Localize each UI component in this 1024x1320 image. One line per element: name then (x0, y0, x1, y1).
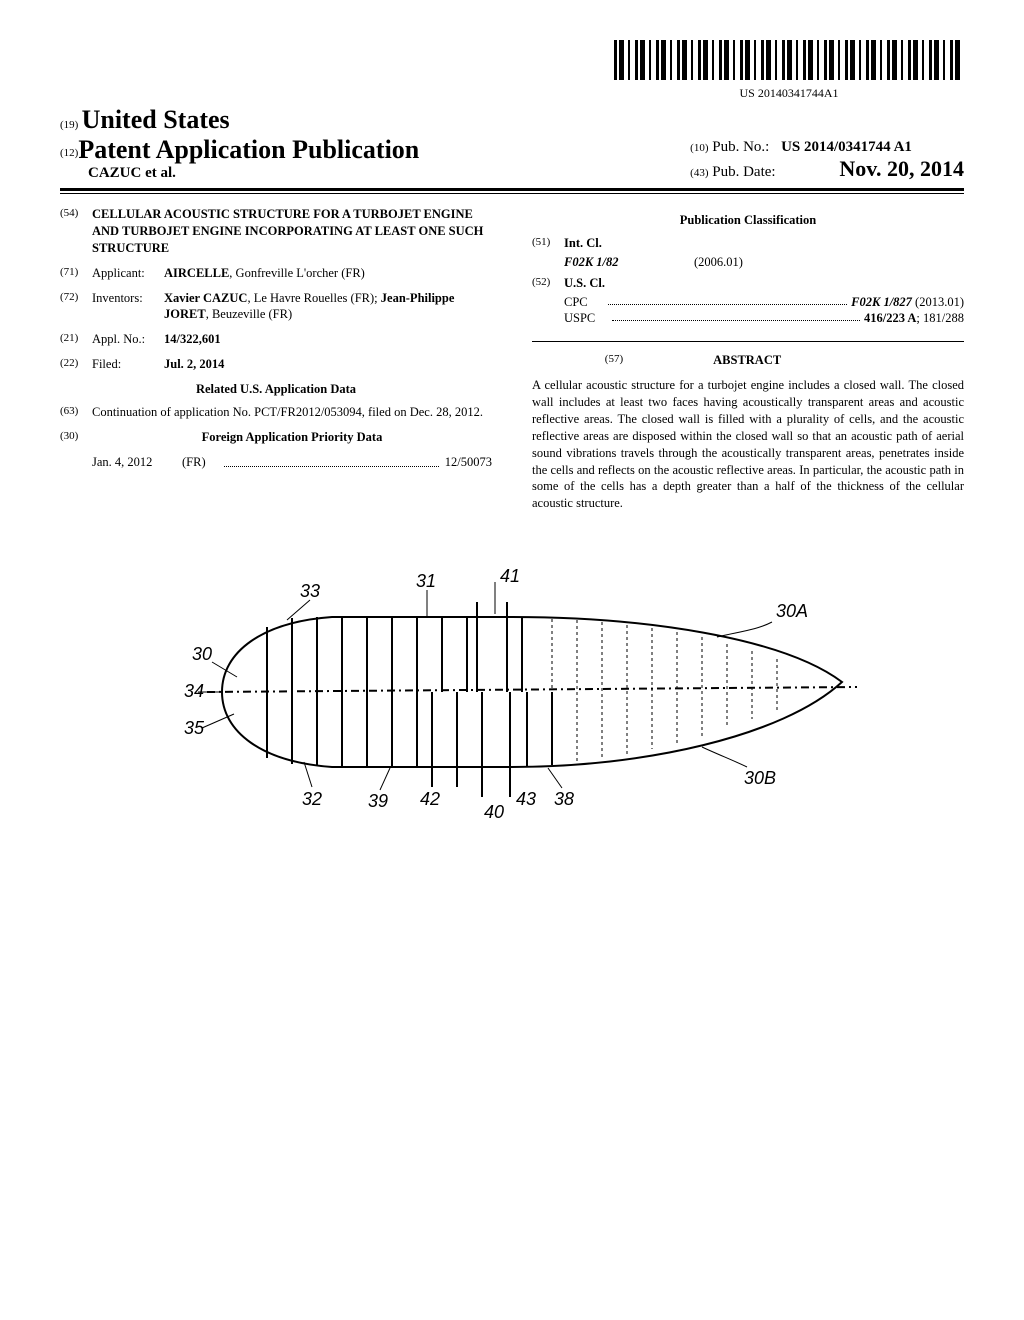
applicant-loc: , Gonfreville L'orcher (FR) (229, 266, 365, 280)
abstract-code: (57) (605, 352, 623, 369)
abstract-label: ABSTRACT (713, 352, 781, 369)
inventor-2-loc: , Beuzeville (FR) (206, 307, 292, 321)
pubdate-code: (43) (690, 167, 708, 179)
cpc-label: CPC (564, 294, 604, 311)
foreign-date: Jan. 4, 2012 (92, 454, 182, 471)
patent-figure: 30 33 34 35 31 41 32 39 42 40 43 38 30A … (60, 562, 964, 826)
barcode-icon (614, 40, 964, 80)
foreign-code: (30) (60, 429, 92, 446)
cpc-year: (2013.01) (915, 295, 964, 309)
fig-label-30a: 30A (776, 601, 808, 621)
pubdate-value: Nov. 20, 2014 (839, 156, 964, 181)
fig-label-30: 30 (192, 644, 212, 664)
applno-value: 14/322,601 (164, 331, 492, 348)
inventor-1: Xavier CAZUC (164, 291, 247, 305)
country-code: (19) (60, 119, 78, 131)
barcode-block: US 20140341744A1 (614, 40, 964, 101)
fig-label-32: 32 (302, 789, 322, 809)
intcl-code: (51) (532, 235, 564, 252)
figure-svg: 30 33 34 35 31 41 32 39 42 40 43 38 30A … (162, 562, 862, 822)
uspc-extra: ; 181/288 (916, 311, 964, 325)
applicant-label: Applicant: (92, 265, 164, 282)
foreign-app: 12/50073 (445, 454, 492, 471)
filed-value: Jul. 2, 2014 (164, 356, 492, 373)
uscl-label: U.S. Cl. (564, 275, 964, 292)
applno-code: (21) (60, 331, 92, 348)
applicant-code: (71) (60, 265, 92, 282)
fig-label-40: 40 (484, 802, 504, 822)
title-code: (54) (60, 206, 92, 257)
applicant-name: AIRCELLE (164, 266, 229, 280)
left-column: (54) CELLULAR ACOUSTIC STRUCTURE FOR A T… (60, 206, 492, 512)
right-column: Publication Classification (51) Int. Cl.… (532, 206, 964, 512)
foreign-header: Foreign Application Priority Data (92, 429, 492, 446)
fig-label-43: 43 (516, 789, 536, 809)
uspc-label: USPC (564, 310, 608, 327)
fig-label-42: 42 (420, 789, 440, 809)
intcl-year: (2006.01) (694, 254, 743, 271)
abstract-text: A cellular acoustic structure for a turb… (532, 377, 964, 512)
inventors-label: Inventors: (92, 290, 164, 324)
filed-label: Filed: (92, 356, 164, 373)
fig-label-31: 31 (416, 571, 436, 591)
pubdate-label: Pub. Date: (712, 164, 775, 180)
pubno-code: (10) (690, 142, 708, 154)
fig-label-39: 39 (368, 791, 388, 811)
authors-line: CAZUC et al. (88, 165, 427, 182)
related-header: Related U.S. Application Data (60, 381, 492, 398)
fig-label-38: 38 (554, 789, 574, 809)
filed-code: (22) (60, 356, 92, 373)
fig-label-35: 35 (184, 718, 205, 738)
country-name: United States (82, 105, 230, 134)
patent-title: CELLULAR ACOUSTIC STRUCTURE FOR A TURBOJ… (92, 206, 492, 257)
barcode-label: US 20140341744A1 (614, 86, 964, 101)
fig-label-33: 33 (300, 581, 320, 601)
continuation-text: Continuation of application No. PCT/FR20… (92, 404, 492, 421)
uscl-code: (52) (532, 275, 564, 292)
header: (19) United States (12) Patent Applicati… (60, 105, 964, 182)
fig-label-34: 34 (184, 681, 204, 701)
intcl-class: F02K 1/82 (564, 254, 694, 271)
fig-label-30b: 30B (744, 768, 776, 788)
uspc-value: 416/223 A (864, 311, 916, 325)
pubno-value: US 2014/0341744 A1 (781, 139, 912, 155)
cpc-value: F02K 1/827 (851, 295, 912, 309)
classification-header: Publication Classification (532, 212, 964, 229)
intcl-label: Int. Cl. (564, 235, 964, 252)
pub-code: (12) (60, 147, 78, 159)
fig-label-41: 41 (500, 566, 520, 586)
foreign-country: (FR) (182, 454, 222, 471)
inventor-1-loc: , Le Havre Rouelles (FR); (247, 291, 380, 305)
continuation-code: (63) (60, 404, 92, 421)
inventors-code: (72) (60, 290, 92, 324)
pub-type: Patent Application Publication (78, 135, 419, 165)
pubno-label: Pub. No.: (712, 139, 769, 155)
applno-label: Appl. No.: (92, 331, 164, 348)
